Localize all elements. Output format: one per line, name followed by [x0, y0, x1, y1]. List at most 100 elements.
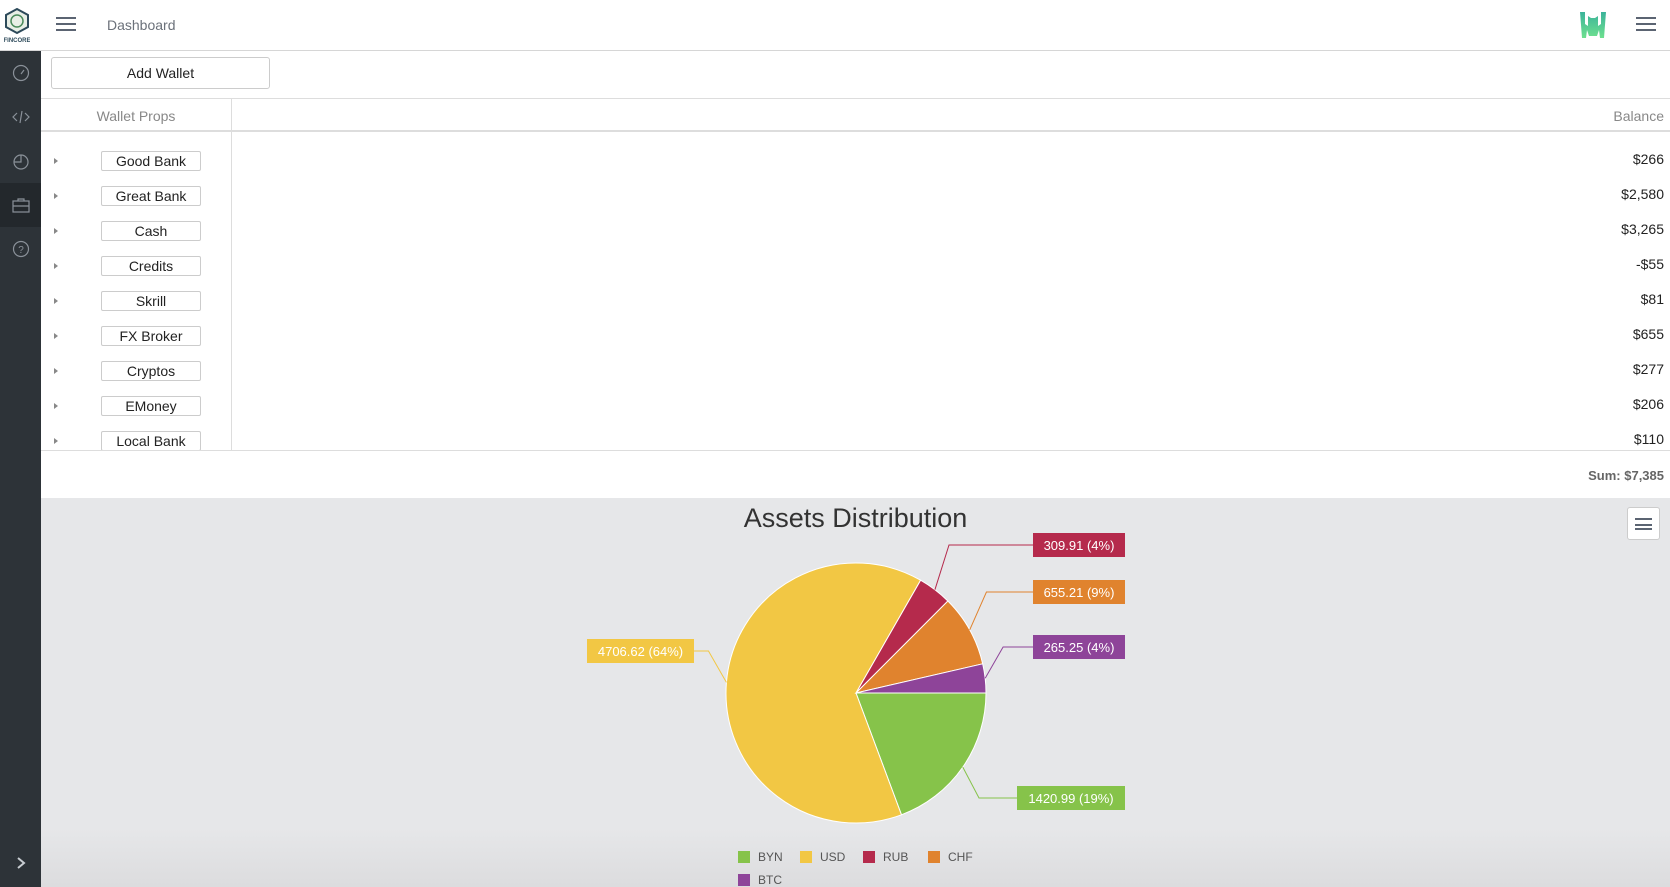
code-icon	[11, 110, 30, 124]
wallet-balance: $2,580	[1621, 186, 1664, 202]
pie-slice-usd[interactable]	[725, 562, 922, 824]
wallet-balance: $110	[1633, 431, 1664, 447]
wallet-balance: $277	[1632, 361, 1664, 377]
legend-swatch	[863, 851, 875, 863]
legend-item-chf[interactable]: CHF	[928, 850, 973, 864]
table-row[interactable]: Skrill $81	[41, 289, 1670, 324]
expand-caret-icon[interactable]	[54, 368, 58, 374]
pie-chart: 1420.99 (19%) 4706.62 (64%) 309.91 (4%) 655…	[587, 533, 1125, 824]
top-header: FINCORE Dashboard	[0, 0, 1670, 51]
column-divider	[231, 98, 232, 450]
table-header: Wallet Props Balance	[41, 98, 1670, 132]
expand-caret-icon[interactable]	[54, 438, 58, 444]
pie-slice-byn[interactable]	[855, 692, 987, 816]
wallet-name[interactable]: Skrill	[101, 291, 201, 311]
table-row[interactable]: FX Broker $655	[41, 324, 1670, 359]
wallet-name[interactable]: Local Bank	[101, 431, 201, 451]
balance-sum: Sum: $7,385	[1588, 468, 1664, 483]
wallet-balance: $3,265	[1621, 221, 1664, 237]
options-menu-icon[interactable]	[1636, 17, 1656, 31]
svg-text:FINCORE: FINCORE	[4, 38, 30, 44]
sidebar-item-dashboard[interactable]	[0, 51, 41, 95]
chart-title: Assets Distribution	[743, 503, 968, 533]
table-row[interactable]: Cryptos $277	[41, 359, 1670, 394]
expand-caret-icon[interactable]	[54, 263, 58, 269]
table-row[interactable]: EMoney $206	[41, 394, 1670, 429]
chart-menu-button[interactable]	[1627, 507, 1660, 540]
wallet-name[interactable]: EMoney	[101, 396, 201, 416]
data-label-box	[587, 639, 694, 663]
connector-line-chf	[969, 591, 1033, 631]
expand-caret-icon[interactable]	[54, 403, 58, 409]
table-bottom-border	[41, 450, 1670, 451]
data-label: 1420.99 (19%)	[1028, 791, 1113, 806]
sidebar: ?	[0, 51, 41, 887]
svg-text:?: ?	[18, 245, 24, 256]
legend-swatch	[800, 851, 812, 863]
legend-label: CHF	[948, 850, 973, 864]
briefcase-icon	[11, 198, 30, 213]
connector-line-btc	[984, 646, 1033, 679]
page-title: Dashboard	[107, 17, 176, 33]
data-label: 655.21 (9%)	[1044, 585, 1115, 600]
sidebar-item-code[interactable]	[0, 95, 41, 139]
expand-caret-icon[interactable]	[54, 298, 58, 304]
wallet-name[interactable]: Credits	[101, 256, 201, 276]
table-row[interactable]: Great Bank $2,580	[41, 184, 1670, 219]
wallet-balance: $266	[1632, 151, 1664, 167]
sidebar-expand-button[interactable]	[0, 841, 41, 885]
chevron-right-icon	[16, 857, 26, 869]
wallet-balance: $206	[1632, 396, 1664, 412]
connector-line-rub	[934, 544, 1033, 590]
sidebar-item-help[interactable]: ?	[0, 227, 41, 271]
table-row[interactable]: Cash $3,265	[41, 219, 1670, 254]
data-label-box	[1017, 786, 1125, 810]
wallet-balance: $655	[1632, 326, 1664, 342]
wallet-balance: -$55	[1635, 256, 1664, 272]
table-row[interactable]: Credits -$55	[41, 254, 1670, 289]
wallet-balance: $81	[1640, 291, 1664, 307]
legend-item-usd[interactable]: USD	[800, 850, 845, 864]
assets-chart: Assets Distribution 1420.99 (19%) 4706.62…	[41, 498, 1670, 887]
legend-label: USD	[820, 850, 846, 864]
add-wallet-button[interactable]: Add Wallet	[51, 57, 270, 89]
speedometer-icon	[12, 64, 29, 82]
legend-item-btc[interactable]: BTC	[738, 873, 782, 887]
connector-line-usd	[694, 650, 727, 683]
legend-label: RUB	[883, 850, 909, 864]
legend-label: BYN	[758, 850, 783, 864]
data-label: 265.25 (4%)	[1044, 640, 1115, 655]
chart-menu-icon	[1635, 518, 1652, 530]
menu-toggle-icon[interactable]	[56, 17, 76, 31]
column-header-balance[interactable]: Balance	[1613, 108, 1664, 124]
user-avatar-icon[interactable]	[1578, 10, 1608, 40]
column-header-wallet-props[interactable]: Wallet Props	[96, 108, 176, 124]
data-label: 4706.62 (64%)	[598, 644, 683, 659]
sidebar-item-wallets[interactable]	[0, 183, 41, 227]
table-row[interactable]: Local Bank $110	[41, 429, 1670, 464]
sidebar-item-charts[interactable]	[0, 139, 41, 183]
wallet-name[interactable]: Great Bank	[101, 186, 201, 206]
legend-item-byn[interactable]: BYN	[738, 850, 783, 864]
help-icon: ?	[12, 240, 29, 258]
wallet-name[interactable]: FX Broker	[101, 326, 201, 346]
data-label-box	[1033, 635, 1125, 659]
wallet-name[interactable]: Good Bank	[101, 151, 201, 171]
legend-swatch	[928, 851, 940, 863]
legend-swatch	[738, 874, 750, 886]
connector-line-byn	[962, 766, 1017, 799]
expand-caret-icon[interactable]	[54, 158, 58, 164]
wallet-name[interactable]: Cryptos	[101, 361, 201, 381]
fincore-logo: FINCORE	[4, 8, 30, 44]
pie-slice-btc[interactable]	[855, 663, 987, 694]
legend-item-rub[interactable]: RUB	[863, 850, 908, 864]
pie-chart-icon	[12, 154, 29, 170]
expand-caret-icon[interactable]	[54, 193, 58, 199]
legend-swatch	[738, 851, 750, 863]
table-row[interactable]: Good Bank $266	[41, 149, 1670, 184]
wallet-name[interactable]: Cash	[101, 221, 201, 241]
data-label: 309.91 (4%)	[1044, 538, 1115, 553]
data-label-box	[1033, 580, 1125, 604]
expand-caret-icon[interactable]	[54, 333, 58, 339]
expand-caret-icon[interactable]	[54, 228, 58, 234]
